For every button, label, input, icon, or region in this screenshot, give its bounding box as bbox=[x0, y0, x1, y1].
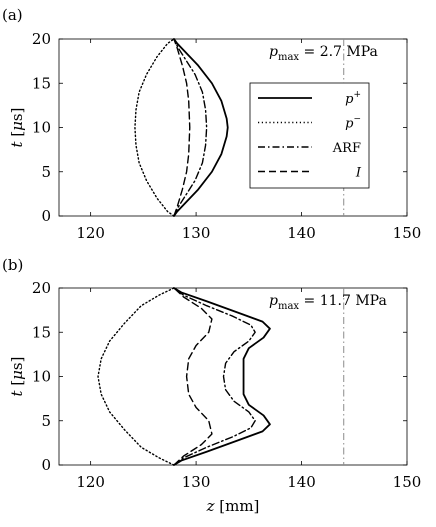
y-tick-label: 0 bbox=[41, 456, 51, 474]
series-line-pminus bbox=[134, 38, 175, 217]
chart-panel-1: (a) 120 130 140 150 0 5 10 15 20 t [μs] pmax = 2.7 … bbox=[2, 6, 421, 242]
x-tick-label: 150 bbox=[393, 224, 422, 242]
legend-label: p− bbox=[345, 115, 361, 132]
x-tick-label: 120 bbox=[76, 473, 105, 491]
series-line-arf bbox=[173, 287, 256, 466]
x-tick-label: 140 bbox=[287, 224, 316, 242]
series-line-pminus bbox=[97, 287, 175, 466]
x-tick-label: 140 bbox=[287, 473, 316, 491]
legend-box bbox=[249, 82, 370, 189]
panel-label: (b) bbox=[2, 256, 23, 274]
x-tick-label: 130 bbox=[182, 224, 211, 242]
series-line-i bbox=[173, 38, 191, 217]
y-axis-label: t [μs] bbox=[8, 357, 26, 397]
axes-frame bbox=[58, 287, 408, 466]
pmax-annotation: pmax = 2.7 MPa bbox=[269, 44, 378, 63]
y-tick-label: 15 bbox=[32, 74, 51, 92]
chart-panel-2: (b) 120 130 140 150 0 5 10 15 20 t [μs] pmax = 11.7… bbox=[2, 256, 421, 515]
y-tick-label: 5 bbox=[41, 163, 51, 181]
y-tick-label: 15 bbox=[32, 323, 51, 341]
y-axis-label: t [μs] bbox=[8, 108, 26, 148]
legend-label: p+ bbox=[345, 90, 361, 107]
series-line-pplus bbox=[173, 287, 271, 466]
y-tick-label: 20 bbox=[32, 279, 51, 297]
y-tick-label: 10 bbox=[32, 119, 51, 137]
series-line-pplus bbox=[173, 38, 229, 217]
x-tick-label: 150 bbox=[393, 473, 422, 491]
y-tick-label: 5 bbox=[41, 412, 51, 430]
y-tick-label: 20 bbox=[32, 30, 51, 48]
y-tick-label: 0 bbox=[41, 207, 51, 225]
x-axis-label: z [mm] bbox=[206, 497, 260, 515]
legend-label: ARF bbox=[332, 141, 361, 156]
series-line-arf bbox=[173, 38, 208, 217]
panel-label: (a) bbox=[2, 6, 23, 24]
x-tick-label: 120 bbox=[76, 224, 105, 242]
legend-label: I bbox=[355, 166, 362, 181]
pmax-annotation: pmax = 11.7 MPa bbox=[269, 293, 387, 312]
y-tick-label: 10 bbox=[32, 368, 51, 386]
x-tick-label: 130 bbox=[182, 473, 211, 491]
series-line-i bbox=[173, 287, 213, 466]
